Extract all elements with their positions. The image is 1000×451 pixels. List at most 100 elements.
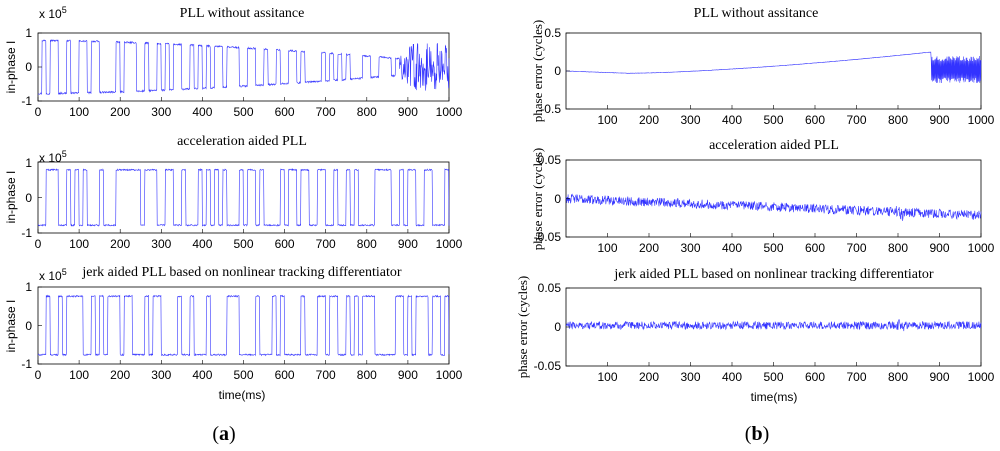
y-tick-label: -1	[21, 94, 32, 108]
x-tick-label: 600	[805, 241, 825, 255]
x-tick-label: 1000	[436, 105, 463, 119]
x-tick-labels: 100 200 300 400 500 600 700 800 900 1000	[597, 362, 995, 384]
subplot-a1: PLL without assitance x 105 in-phase I 1…	[4, 5, 463, 119]
chart-title: acceleration aided PLL	[709, 138, 839, 153]
y-tick-label: -0.05	[534, 230, 562, 244]
y-tick-label: -1	[21, 357, 32, 371]
series-line	[37, 294, 450, 357]
x-tick-label: 400	[722, 370, 742, 384]
panel-label-a: (a)	[212, 423, 235, 445]
series-line	[565, 51, 982, 84]
x-tick-label: 800	[357, 237, 377, 251]
x-tick-label: 700	[846, 370, 866, 384]
exponent-label: x 105	[39, 149, 67, 165]
chart-title: acceleration aided PLL	[177, 134, 307, 149]
x-tick-label: 300	[680, 370, 700, 384]
x-tick-label: 0	[35, 237, 42, 251]
x-tick-label: 800	[888, 113, 908, 127]
x-tick-label: 700	[316, 237, 336, 251]
exponent-base: x 10	[39, 269, 62, 283]
x-tick-label: 600	[805, 370, 825, 384]
y-axis-label: phase error (cycles)	[530, 148, 545, 251]
subplot-b1: PLL without assitance phase error (cycle…	[530, 6, 995, 127]
series-line	[37, 168, 450, 227]
panel-label-b: (b)	[745, 423, 769, 445]
x-tick-label: 900	[398, 105, 418, 119]
series-line	[565, 193, 982, 221]
axes-box	[565, 32, 982, 110]
x-tick-label: 100	[597, 241, 617, 255]
x-tick-label: 700	[316, 368, 336, 382]
subplot-a2: acceleration aided PLL x 105 in-phase I …	[4, 134, 463, 251]
x-tick-label: 400	[192, 105, 212, 119]
x-tick-label: 300	[680, 241, 700, 255]
y-tick-label: 1	[25, 156, 32, 170]
exponent-power: 5	[62, 5, 67, 15]
y-tick-label: 0	[554, 64, 561, 78]
subplot-b2: acceleration aided PLL phase error (cycl…	[530, 138, 995, 255]
x-tick-label: 0	[35, 368, 42, 382]
x-tick-label: 400	[192, 368, 212, 382]
x-tick-labels: 100 200 300 400 500 600 700 800 900 1000	[597, 233, 995, 255]
y-tick-label: 0.5	[544, 26, 561, 40]
exponent-base: x 10	[39, 151, 62, 165]
series-line	[37, 39, 450, 96]
x-tick-label: 200	[639, 370, 659, 384]
x-tick-labels: 0 100 200 300 400 500 600 700 800 900 1000	[35, 360, 463, 382]
chart-title: jerk aided PLL based on nonlinear tracki…	[81, 265, 402, 280]
x-tick-label: 200	[110, 105, 130, 119]
y-tick-label: 0	[554, 320, 561, 334]
chart-title: PLL without assitance	[694, 6, 819, 21]
x-tick-labels: 0 100 200 300 400 500 600 700 800 900 1000	[35, 229, 463, 251]
y-tick-label: -0.05	[534, 359, 562, 373]
x-tick-label: 200	[639, 241, 659, 255]
x-tick-label: 700	[846, 241, 866, 255]
exponent-base: x 10	[39, 7, 62, 21]
x-tick-label: 100	[597, 113, 617, 127]
x-tick-label: 1000	[968, 241, 995, 255]
series-line	[565, 319, 982, 332]
x-tick-label: 900	[929, 370, 949, 384]
x-tick-label: 900	[929, 113, 949, 127]
chart-title: jerk aided PLL based on nonlinear tracki…	[613, 267, 934, 282]
y-tick-label: 0	[25, 60, 32, 74]
axes-box	[37, 286, 450, 365]
y-tick-label: -0.5	[540, 102, 561, 116]
x-tick-label: 800	[357, 105, 377, 119]
x-tick-label: 400	[722, 113, 742, 127]
y-tick-label: 1	[25, 280, 32, 294]
x-axis-label: time(ms)	[751, 390, 798, 404]
subplot-a3: jerk aided PLL based on nonlinear tracki…	[4, 265, 463, 402]
y-tick-label: 0	[554, 192, 561, 206]
x-tick-label: 1000	[968, 113, 995, 127]
x-tick-label: 400	[192, 237, 212, 251]
x-tick-label: 100	[69, 368, 89, 382]
x-tick-label: 500	[233, 237, 253, 251]
x-axis-label: time(ms)	[219, 388, 266, 402]
exponent-power: 5	[62, 267, 67, 277]
x-tick-label: 200	[110, 237, 130, 251]
x-tick-label: 100	[69, 105, 89, 119]
x-tick-label: 600	[275, 237, 295, 251]
x-tick-label: 400	[722, 241, 742, 255]
x-tick-label: 500	[233, 105, 253, 119]
exponent-label: x 105	[39, 5, 67, 21]
y-tick-label: 0	[25, 191, 32, 205]
x-tick-label: 900	[398, 368, 418, 382]
x-tick-labels: 0 100 200 300 400 500 600 700 800 900 1000	[35, 97, 463, 119]
y-axis-label: in-phase I	[4, 300, 18, 353]
x-tick-label: 500	[233, 368, 253, 382]
y-axis-label: in-phase I	[4, 171, 18, 224]
x-tick-label: 200	[639, 113, 659, 127]
y-tick-label: 0	[25, 319, 32, 333]
x-tick-label: 300	[151, 368, 171, 382]
x-tick-label: 100	[597, 370, 617, 384]
y-axis-label: phase error (cycles)	[515, 276, 530, 379]
axes-box	[565, 159, 982, 238]
x-tick-label: 0	[35, 105, 42, 119]
x-tick-label: 900	[929, 241, 949, 255]
x-tick-labels: 100 200 300 400 500 600 700 800 900 1000	[597, 105, 995, 127]
x-tick-label: 700	[846, 113, 866, 127]
x-tick-label: 600	[805, 113, 825, 127]
